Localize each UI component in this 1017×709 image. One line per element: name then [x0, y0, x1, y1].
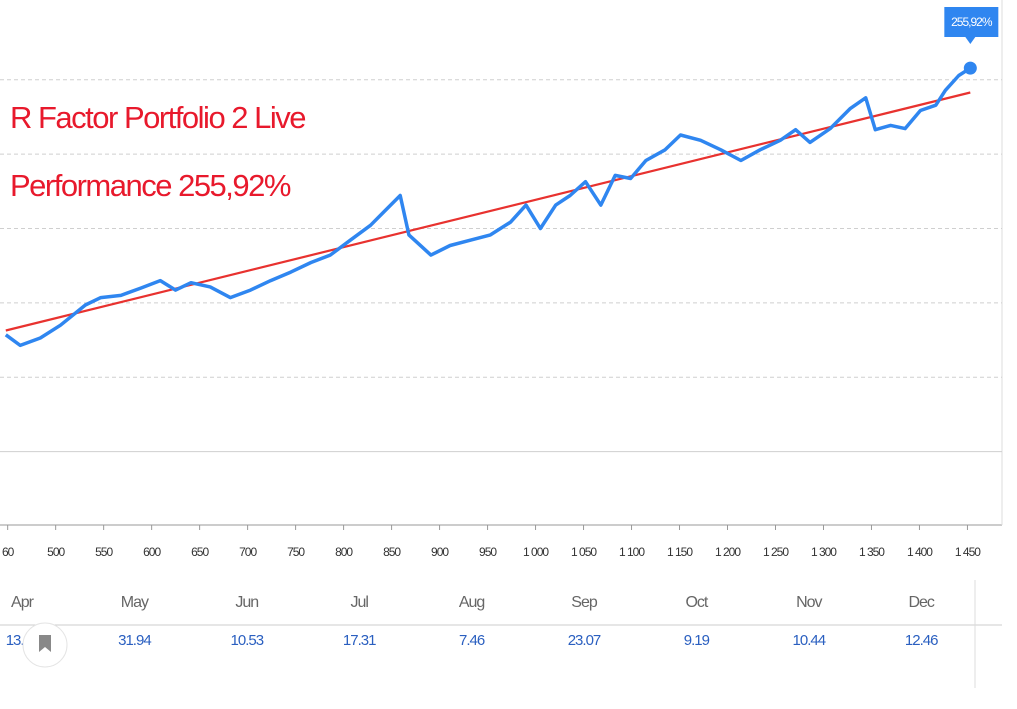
- end-point: [963, 61, 977, 75]
- month-value: 31.94: [118, 632, 151, 649]
- end-label-pointer: [965, 37, 976, 44]
- x-tick-label: 1 200: [715, 545, 741, 559]
- x-tick-label: 950: [479, 545, 497, 559]
- x-tick-label: 1 350: [859, 545, 885, 559]
- trend-line: [5, 91, 971, 332]
- month-label: Sep: [571, 594, 598, 611]
- x-tick-label: 750: [287, 545, 305, 559]
- month-label: Jun: [235, 594, 258, 611]
- x-tick-label: 600: [143, 545, 161, 559]
- month-value: 7.46: [459, 632, 485, 649]
- end-label: 255,92%: [951, 15, 993, 29]
- bookmark-button[interactable]: [22, 622, 68, 668]
- month-value: 10.53: [231, 632, 264, 649]
- x-tick-label: 900: [431, 545, 449, 559]
- title-line: Performance 255,92%: [10, 168, 291, 203]
- month-label: Aug: [459, 594, 485, 611]
- x-tick-label: 500: [47, 545, 65, 559]
- x-tick-label: 800: [335, 545, 353, 559]
- performance-line: [4, 66, 972, 348]
- bookmark-icon[interactable]: [39, 635, 51, 652]
- end-label-box: [944, 7, 999, 37]
- x-tick-label: 850: [383, 545, 401, 559]
- month-label: Nov: [796, 594, 822, 611]
- x-tick-label: 1 250: [763, 545, 789, 559]
- month-label: Oct: [685, 594, 708, 611]
- x-tick-label: 700: [239, 545, 257, 559]
- x-tick-label: 1 450: [955, 545, 981, 559]
- month-value: 17.31: [343, 632, 376, 649]
- month-value: 9.19: [684, 632, 710, 649]
- x-tick-label: 650: [191, 545, 209, 559]
- month-label: Apr: [11, 594, 35, 611]
- x-tick-label: 1 300: [811, 545, 837, 559]
- title-line: R Factor Portfolio 2 Live: [10, 100, 305, 135]
- month-label: Dec: [908, 594, 934, 611]
- month-label: Jul: [350, 594, 368, 611]
- x-tick-label: 550: [95, 545, 113, 559]
- month-value: 23.07: [568, 632, 601, 649]
- x-tick-label: 1 400: [907, 545, 933, 559]
- x-tick-label: 1 050: [571, 545, 597, 559]
- month-value: 12.46: [905, 632, 938, 649]
- x-tick-label: 1 100: [619, 545, 645, 559]
- x-tick-label: 60: [2, 545, 15, 559]
- month-label: May: [121, 594, 149, 611]
- month-value: 10.44: [793, 632, 826, 649]
- x-tick-label: 1 150: [667, 545, 693, 559]
- x-tick-label: 1 000: [523, 545, 549, 559]
